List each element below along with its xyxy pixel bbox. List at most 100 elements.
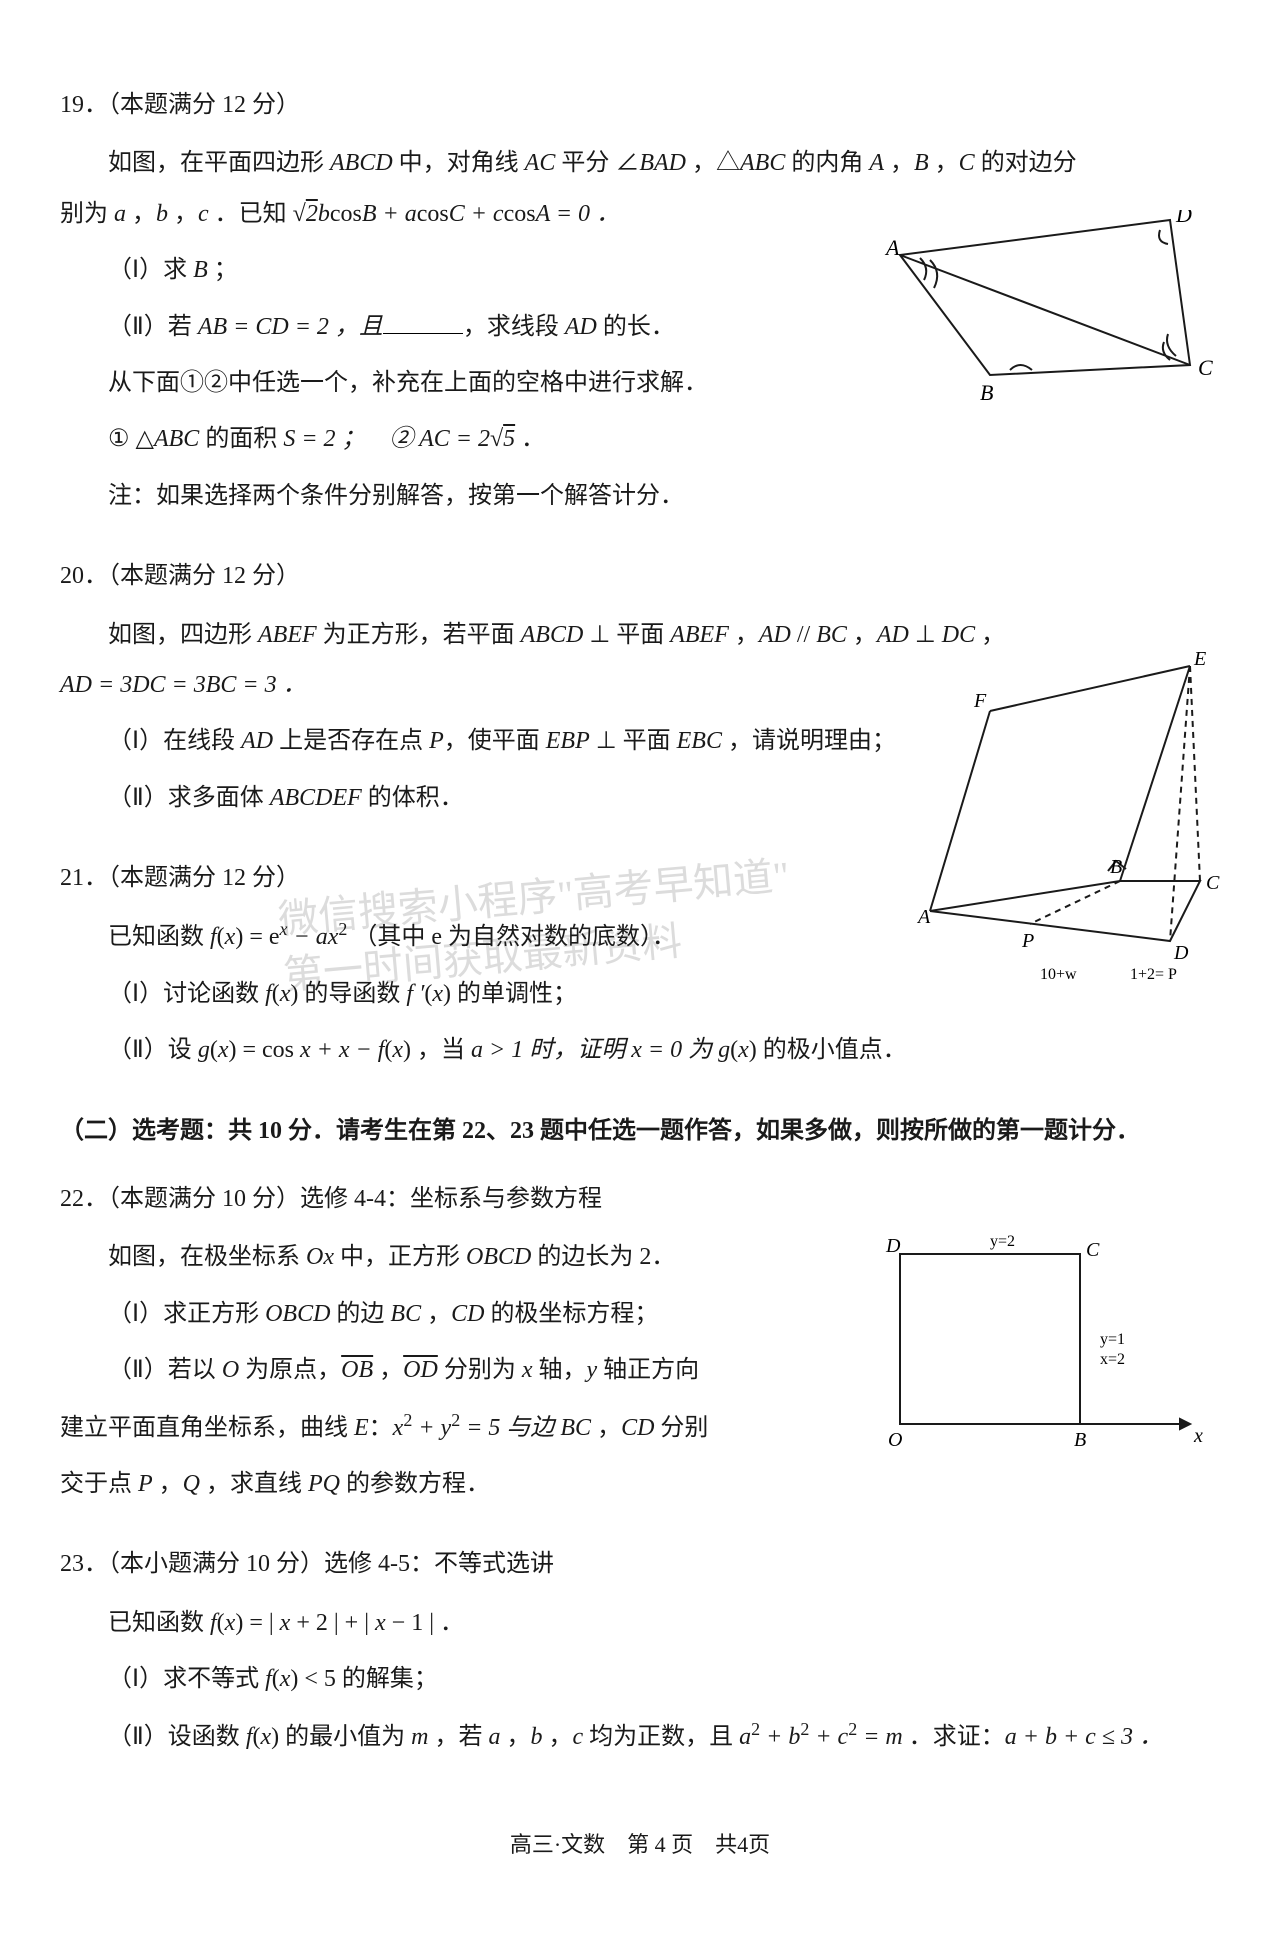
page-content: A B C D 19．（本题满分 12 分） 如图，在平面四边形 ABCD 中，… [60,80,1220,1868]
t: ， [884,150,914,176]
t: 已知函数 [108,1610,210,1636]
p23-sub1: （Ⅰ）求不等式 f(x) < 5 的解集； [108,1654,1220,1704]
t: ，请说明理由； [722,728,896,754]
t: a [316,924,328,950]
t: ； [208,257,238,283]
t: CD [621,1415,654,1441]
t: x [392,1037,403,1063]
fig20-E: E [1193,651,1206,670]
fig20-F: F [973,690,987,712]
t: AC [419,426,450,452]
t: ，若 [428,1724,488,1750]
t: 平分 ∠ [555,150,639,176]
fig22-O: O [888,1429,902,1451]
t: BC [390,1301,421,1327]
t: b [1045,1724,1057,1750]
p21-header: 21．（本题满分 12 分） [60,853,1220,903]
t: ， [729,622,759,648]
t: CD [451,1301,484,1327]
p22-line1: 如图，在极坐标系 Ox 中，正方形 OBCD 的边长为 2． [108,1232,868,1282]
t: 的体积． [362,785,464,811]
t: OBCD [265,1301,330,1327]
t: ， [591,1415,621,1441]
t: ， [373,1357,403,1383]
t: 上是否存在点 [273,728,429,754]
p21-sub2: （Ⅱ）设 g(x) = cos x + x − f(x) ，当 a > 1 时，… [108,1025,1220,1075]
t: 中，对角线 [393,150,525,176]
t: x [225,1610,236,1636]
t: 如图，在极坐标系 [108,1244,306,1270]
t: 轴正方向 [597,1357,699,1383]
t: − 1 | ． [386,1610,464,1636]
t: CD [255,314,288,340]
t: x [393,1415,404,1441]
fig19-label-B: B [980,380,993,405]
t: 的长． [597,314,675,340]
t: // [791,622,816,648]
t: （Ⅱ）若以 [108,1357,222,1383]
t: ．已知 [209,201,293,227]
t: 2 [751,1719,760,1739]
t: E [354,1415,369,1441]
problem-22: O B C D x y=2 y=1 x=2 22．（本题满分 10 分）选修 4… [60,1174,1220,1509]
t: B [193,257,208,283]
t: 为原点， [239,1357,341,1383]
t: AD [877,622,909,648]
t: ，求线段 [463,314,565,340]
t: ) 的最小值为 [271,1724,411,1750]
figure-22-svg: O B C D x y=2 y=1 x=2 [860,1224,1210,1464]
t: ， [126,201,156,227]
t: √ [293,201,306,227]
t: ．求证： [903,1724,1005,1750]
fig22-ann1: y=2 [990,1233,1015,1250]
t: √ [490,426,503,452]
t: 轴， [532,1357,586,1383]
t: x [375,1610,386,1636]
t: ① △ [108,426,154,452]
t: x [225,924,236,950]
t: ， [500,1724,530,1750]
t: DC [942,622,975,648]
t: c [572,1724,583,1750]
t: 2 [848,1719,857,1739]
p21-sub1: （Ⅰ）讨论函数 f(x) 的导函数 f ′(x) 的单调性； [108,969,1220,1019]
t: g [718,1037,730,1063]
fig22-B: B [1074,1429,1086,1451]
t: c [493,201,504,227]
t: + [809,1724,837,1750]
t: ( [730,1037,738,1063]
t: x [280,1610,291,1636]
t: ⊥ 平面 [590,728,677,754]
t: c [1085,1724,1096,1750]
t: AD [565,314,597,340]
t: g [198,1037,210,1063]
t: ( [272,981,280,1007]
p19-line1: 如图，在平面四边形 ABCD 中，对角线 AC 平分 ∠BAD ，△ABC 的内… [60,138,1220,188]
t: = [857,1724,885,1750]
t: + [1017,1724,1045,1750]
t: 如图，在平面四边形 [108,150,330,176]
t: y [586,1357,597,1383]
section-elective: （二）选考题：共 10 分．请考生在第 22、23 题中任选一题作答，如果多做，… [60,1106,1220,1156]
t: ) = e [235,924,279,950]
t: 如图，四边形 [108,622,258,648]
t: + [465,201,493,227]
t: 的面积 [199,426,283,452]
t: a [1005,1724,1017,1750]
t: 均为正数，且 [583,1724,739,1750]
t: x [738,1037,749,1063]
fig19-label-A: A [884,235,900,260]
problem-19: A B C D 19．（本题满分 12 分） 如图，在平面四边形 ABCD 中，… [60,80,1220,521]
t: = 2 [450,426,490,452]
t: f [210,924,217,950]
p23-line1: 已知函数 f(x) = | x + 2 | + | x − 1 | ． [108,1598,1220,1648]
t: 的边 [330,1301,390,1327]
t: x [631,1037,642,1063]
t: ) 的极小值点． [749,1037,907,1063]
t: AD [241,728,273,754]
t: （Ⅱ）求多面体 [108,785,270,811]
t: 别为 [60,201,114,227]
t: （Ⅱ）若 [108,314,198,340]
t: ( [210,1037,218,1063]
t: ABEF [258,622,317,648]
